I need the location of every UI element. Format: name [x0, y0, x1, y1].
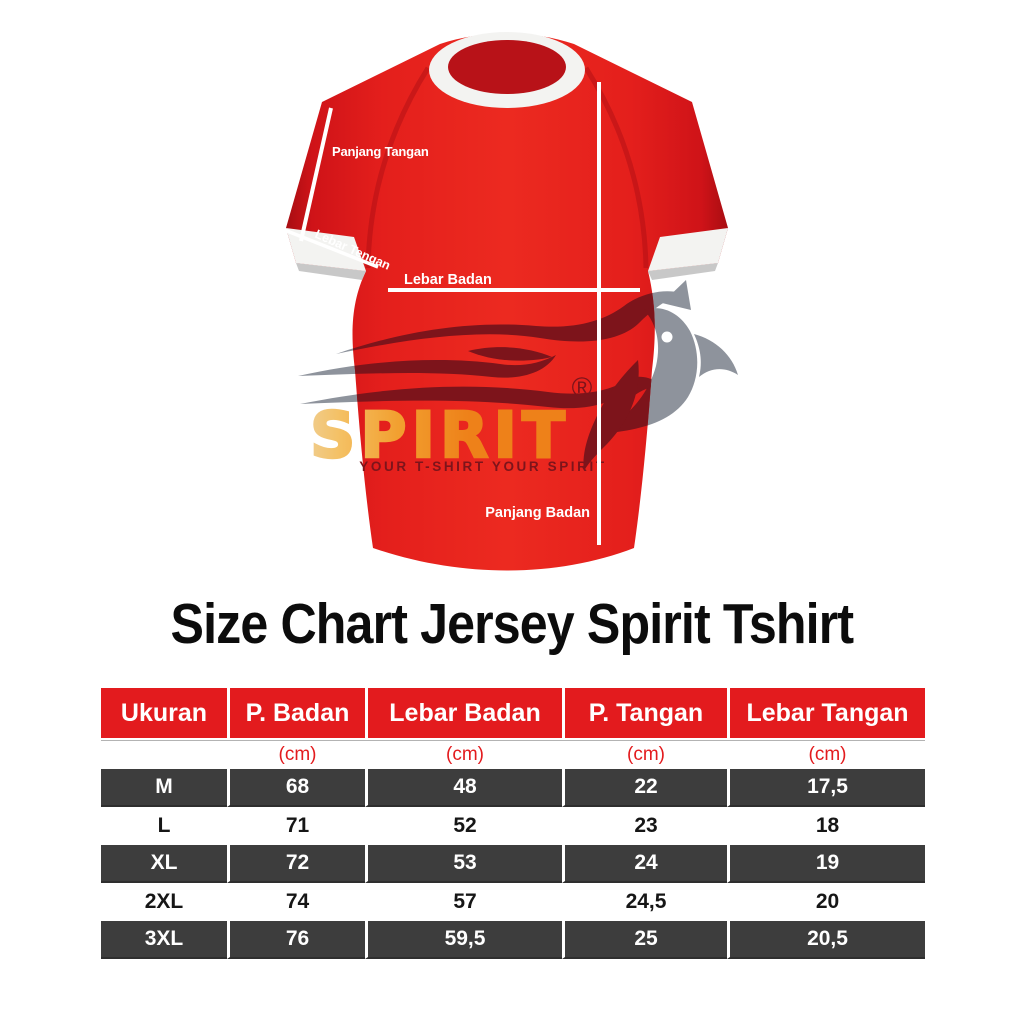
body-width-label: Lebar Badan: [404, 272, 492, 288]
unit-label: (cm): [562, 741, 727, 769]
measure-value: 24: [562, 845, 727, 883]
measurement-lines: [281, 82, 640, 545]
measure-value: 52: [365, 807, 562, 845]
measure-value: 59,5: [365, 921, 562, 959]
size-label: 2XL: [101, 883, 227, 921]
measure-value: 18: [727, 807, 925, 845]
page-title: Size Chart Jersey Spirit Tshirt: [170, 592, 855, 656]
collar-opening: [448, 40, 566, 94]
size-label: 3XL: [101, 921, 227, 959]
unit-row: (cm) (cm) (cm) (cm): [101, 740, 925, 769]
unit-label: (cm): [727, 741, 925, 769]
left-cuff-shadow: [296, 263, 366, 280]
horse-eye: [661, 331, 673, 343]
left-sleeve-seam: [365, 66, 431, 269]
column-header-lebar-badan: Lebar Badan: [365, 688, 562, 738]
measure-value: 68: [227, 769, 365, 807]
measure-value: 17,5: [727, 769, 925, 807]
sleeve-width-line: [281, 227, 379, 269]
measure-value: 71: [227, 807, 365, 845]
column-header-ukuran: Ukuran: [101, 688, 227, 738]
brand-text: SPIRIT: [310, 399, 570, 472]
measure-value: 24,5: [562, 883, 727, 921]
size-row-l: L 71 52 23 18: [101, 807, 925, 845]
registered-mark: ®: [572, 372, 593, 403]
measure-value: 72: [227, 845, 365, 883]
size-table: Ukuran P. Badan Lebar Badan P. Tangan Le…: [101, 688, 925, 959]
table-header-row: Ukuran P. Badan Lebar Badan P. Tangan Le…: [101, 688, 925, 738]
column-header-p-tangan: P. Tangan: [562, 688, 727, 738]
sleeve-length-line: [299, 107, 333, 242]
body-length-label: Panjang Badan: [485, 505, 590, 521]
measure-value: 25: [562, 921, 727, 959]
size-label: L: [101, 807, 227, 845]
size-label: M: [101, 769, 227, 807]
unit-label: (cm): [227, 741, 365, 769]
measure-value: 23: [562, 807, 727, 845]
tshirt-graphic: [286, 32, 728, 571]
size-label: XL: [101, 845, 227, 883]
size-row-2xl: 2XL 74 57 24,5 20: [101, 883, 925, 921]
unit-cell-empty: [101, 741, 227, 769]
size-row-3xl: 3XL 76 59,5 25 20,5: [101, 921, 925, 959]
measure-value: 53: [365, 845, 562, 883]
column-header-lebar-tangan: Lebar Tangan: [727, 688, 925, 738]
brand-tagline: YOUR T-SHIRT YOUR SPIRIT: [359, 459, 606, 474]
measure-value: 57: [365, 883, 562, 921]
measure-value: 48: [365, 769, 562, 807]
right-cuff-shadow: [648, 263, 718, 280]
measure-value: 22: [562, 769, 727, 807]
tshirt-diagram: SPIRIT ® YOUR T-SHIRT YOUR SPIRIT Panjan…: [281, 32, 738, 571]
column-header-p-badan: P. Badan: [227, 688, 365, 738]
size-row-xl: XL 72 53 24 19: [101, 845, 925, 883]
spirit-wordmark: SPIRIT ® YOUR T-SHIRT YOUR SPIRIT: [309, 372, 606, 474]
right-cuff: [648, 228, 728, 271]
unit-label: (cm): [365, 741, 562, 769]
size-row-m: M 68 48 22 17,5: [101, 769, 925, 807]
measure-value: 76: [227, 921, 365, 959]
measure-value: 20: [727, 883, 925, 921]
title-block: Size Chart Jersey Spirit Tshirt: [0, 591, 1024, 657]
sleeve-length-label: Panjang Tangan: [332, 144, 429, 159]
measure-value: 19: [727, 845, 925, 883]
measure-value: 74: [227, 883, 365, 921]
measure-value: 20,5: [727, 921, 925, 959]
